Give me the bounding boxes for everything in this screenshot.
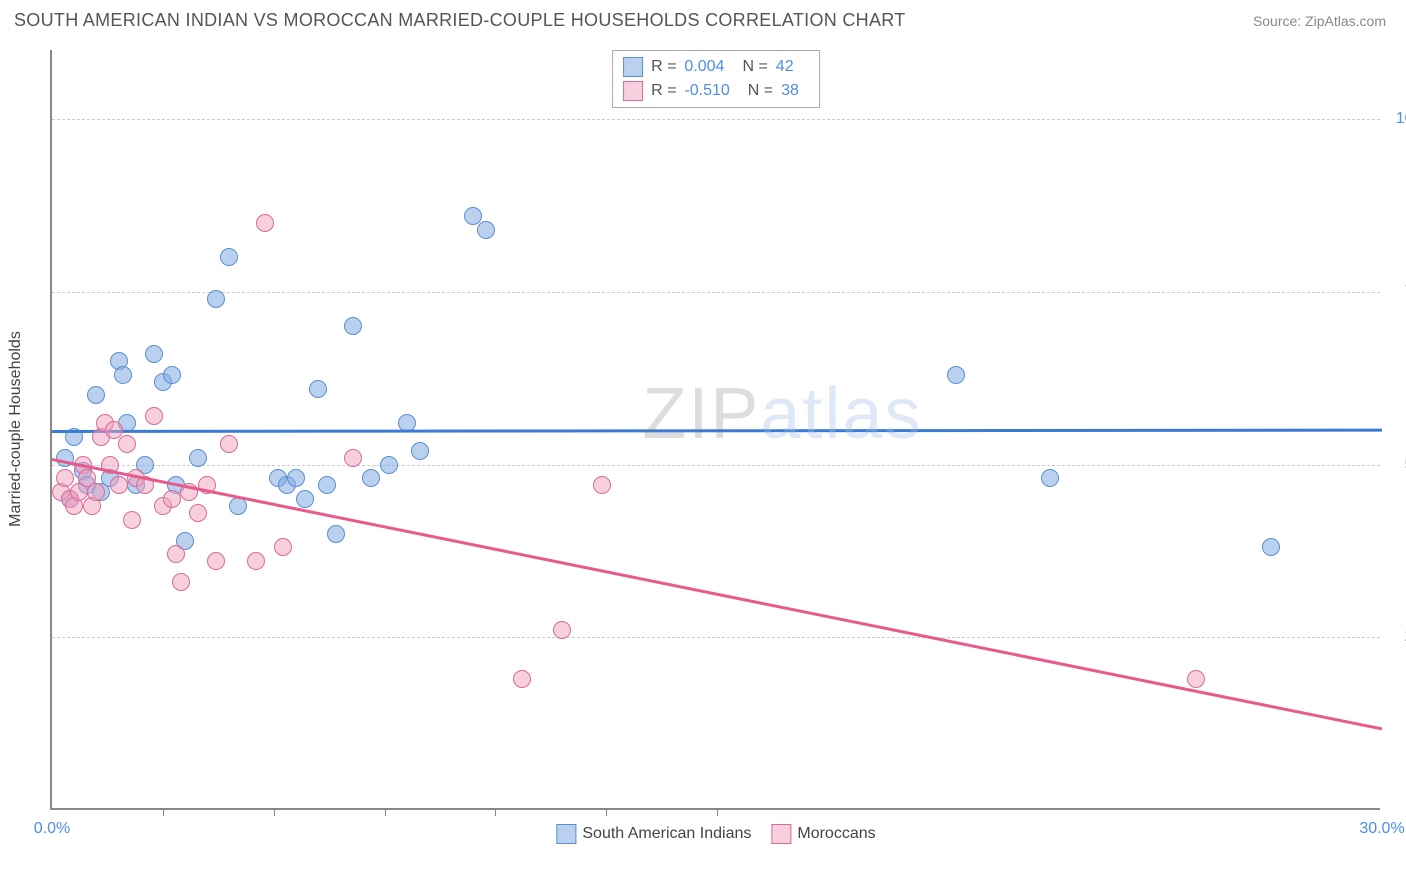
data-point (327, 525, 345, 543)
n-label: N = (748, 82, 773, 100)
gridline (52, 292, 1380, 293)
data-point (247, 552, 265, 570)
data-point (477, 221, 495, 239)
r-label: R = (651, 58, 676, 76)
data-point (1262, 538, 1280, 556)
legend-series-item: Moroccans (771, 824, 875, 844)
data-point (593, 476, 611, 494)
legend-series-label: South American Indians (582, 825, 751, 843)
r-label: R = (651, 82, 676, 100)
data-point (553, 621, 571, 639)
x-tick (606, 808, 607, 816)
plot-area: 25.0%50.0%75.0%100.0%0.0%30.0% (52, 50, 1380, 808)
data-point (163, 490, 181, 508)
legend-swatch (623, 81, 643, 101)
legend-series: South American Indians Moroccans (556, 824, 875, 844)
data-point (380, 456, 398, 474)
trendline (52, 429, 1382, 433)
data-point (309, 380, 327, 398)
x-tick (385, 808, 386, 816)
r-value: 0.004 (684, 58, 724, 76)
n-value: 42 (776, 58, 794, 76)
data-point (172, 573, 190, 591)
data-point (207, 552, 225, 570)
data-point (145, 345, 163, 363)
data-point (189, 449, 207, 467)
gridline (52, 465, 1380, 466)
legend-swatch (556, 824, 576, 844)
data-point (256, 214, 274, 232)
x-tick (495, 808, 496, 816)
data-point (110, 476, 128, 494)
y-tick-label: 100.0% (1390, 110, 1406, 128)
data-point (1041, 469, 1059, 487)
data-point (163, 366, 181, 384)
r-value: -0.510 (684, 82, 729, 100)
legend-series-item: South American Indians (556, 824, 751, 844)
legend-stats: R =0.004N =42R =-0.510N =38 (612, 50, 820, 108)
y-tick-label: 50.0% (1390, 456, 1406, 474)
gridline (52, 637, 1380, 638)
legend-stats-row: R = -0.510 N = 38 (623, 79, 809, 103)
data-point (287, 469, 305, 487)
data-point (362, 469, 380, 487)
gridline (52, 119, 1380, 120)
x-tick-label: 0.0% (34, 820, 70, 838)
data-point (145, 407, 163, 425)
data-point (411, 442, 429, 460)
data-point (167, 545, 185, 563)
x-tick (163, 808, 164, 816)
data-point (318, 476, 336, 494)
data-point (118, 435, 136, 453)
source-label: Source: ZipAtlas.com (1253, 13, 1386, 29)
data-point (87, 386, 105, 404)
legend-series-label: Moroccans (797, 825, 875, 843)
data-point (344, 317, 362, 335)
y-axis-label: Married-couple Households (7, 331, 25, 527)
data-point (87, 483, 105, 501)
data-point (296, 490, 314, 508)
data-point (123, 511, 141, 529)
x-tick (274, 808, 275, 816)
data-point (344, 449, 362, 467)
scatter-chart: Married-couple Households 25.0%50.0%75.0… (50, 50, 1380, 810)
data-point (1187, 670, 1205, 688)
data-point (207, 290, 225, 308)
trendline (52, 458, 1383, 730)
data-point (513, 670, 531, 688)
legend-swatch (623, 57, 643, 77)
data-point (114, 366, 132, 384)
y-tick-label: 75.0% (1390, 283, 1406, 301)
x-tick-label: 30.0% (1359, 820, 1404, 838)
chart-title: SOUTH AMERICAN INDIAN VS MOROCCAN MARRIE… (14, 10, 906, 31)
x-tick (717, 808, 718, 816)
n-value: 38 (781, 82, 799, 100)
data-point (947, 366, 965, 384)
data-point (220, 248, 238, 266)
legend-stats-row: R = 0.004 N = 42 (623, 55, 809, 79)
y-tick-label: 25.0% (1390, 628, 1406, 646)
data-point (189, 504, 207, 522)
data-point (274, 538, 292, 556)
legend-swatch (771, 824, 791, 844)
n-label: N = (742, 58, 767, 76)
data-point (220, 435, 238, 453)
